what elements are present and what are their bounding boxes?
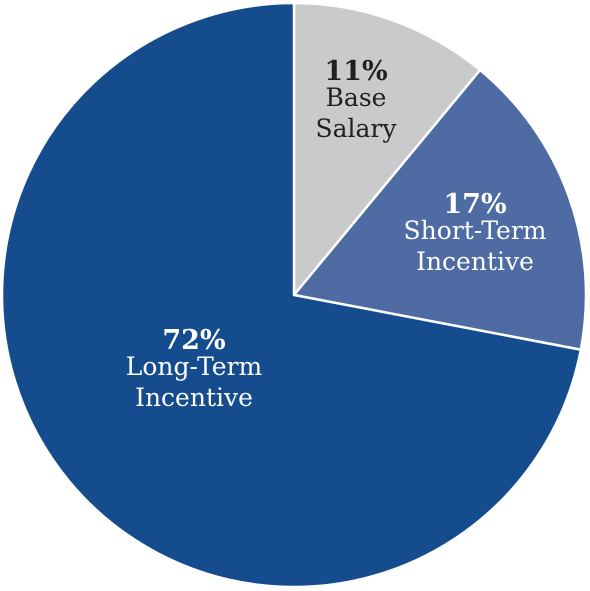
slice-label: 17% Short-Term Incentive — [403, 189, 546, 276]
pie-slice-short-term-incentive — [292, 68, 588, 351]
slice-value-label: 11% — [324, 56, 387, 87]
slice-name-line: Long-Term — [126, 352, 263, 381]
pie-slice-base-salary — [292, 1, 482, 297]
slice-label: 11% Base Salary — [315, 56, 397, 143]
slice-value-label: 17% — [443, 189, 506, 220]
slice-name-line: Incentive — [135, 383, 253, 412]
slice-name-line: Short-Term — [403, 216, 546, 245]
slice-label: 72% Long-Term Incentive — [126, 325, 263, 412]
slice-name-line: Incentive — [416, 247, 534, 276]
slice-name-line: Salary — [315, 114, 397, 143]
slice-name-line: Base — [326, 83, 387, 112]
slice-value-label: 72% — [162, 325, 225, 356]
